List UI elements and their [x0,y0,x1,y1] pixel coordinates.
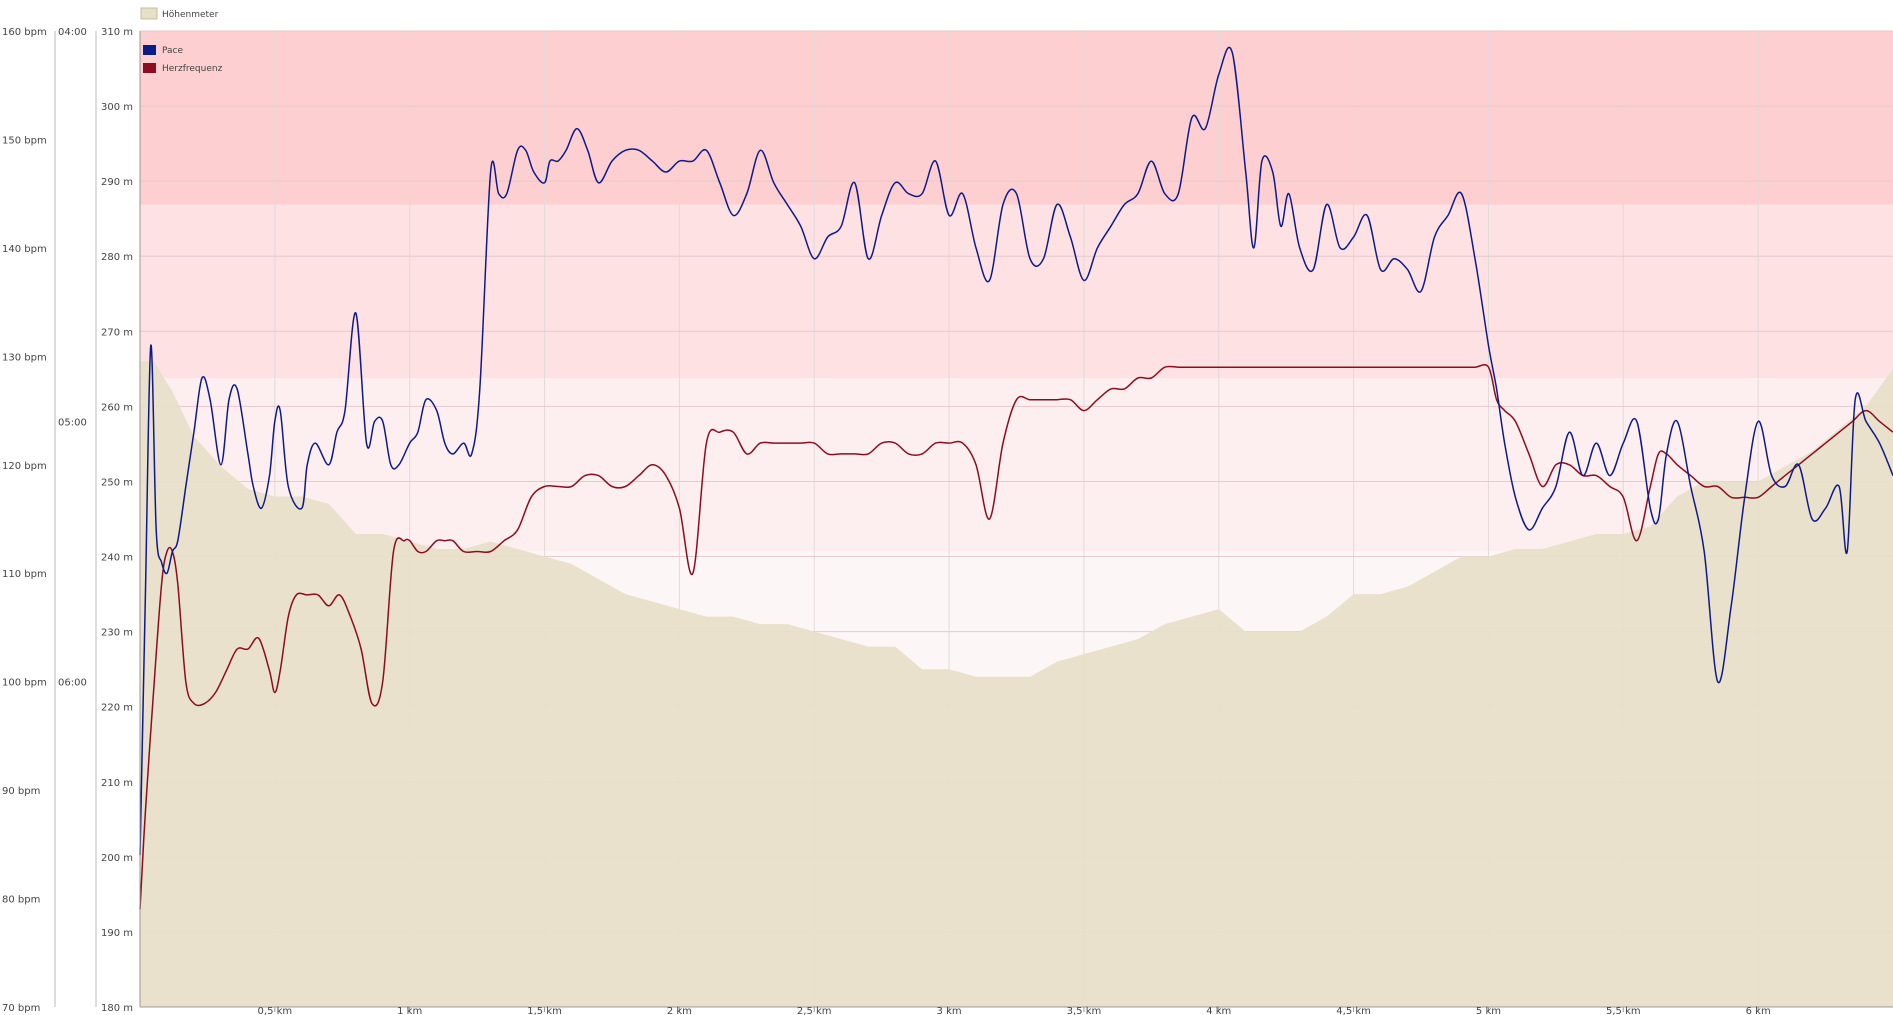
x-tick-label: 3,5 km [1067,1006,1102,1015]
pace-tick-label: 06:00 [58,678,87,689]
hr-zone-0 [140,31,1893,205]
elevation-tick-label: 280 m [101,252,133,263]
elevation-tick-label: 250 m [101,477,133,488]
top-legend[interactable]: Höhenmeter [140,7,219,20]
pace-line [139,46,1893,856]
elevation-tick-label: 220 m [101,703,133,714]
x-tick-label: 3 km [937,1006,962,1015]
pace-tick-label: 04:00 [58,27,87,38]
x-tick-label: 4,5 km [1336,1006,1371,1015]
legend-label-herzfrequenz: Herzfrequenz [162,64,223,74]
hr-tick-label: 100 bpm [2,678,47,689]
elevation-tick-label: 210 m [101,778,133,789]
legend-label-hoehenmeter: Höhenmeter [162,10,219,20]
inner-legend[interactable]: Pace Herzfrequenz [143,45,223,74]
x-tick-label: 4 km [1206,1006,1231,1015]
legend-swatch-hoehenmeter [140,7,158,20]
plot-area [139,30,1893,1008]
hr-tick-label: 120 bpm [2,461,47,472]
x-tick-label: 1,5 km [527,1006,562,1015]
legend-swatch-pace [143,45,156,55]
hr-tick-label: 140 bpm [2,244,47,255]
x-tick-label: 2,5 km [797,1006,832,1015]
legend-swatch-herzfrequenz [143,63,156,73]
elevation-area [140,361,1893,1007]
hr-tick-label: 80 bpm [2,895,40,906]
elevation-tick-label: 270 m [101,327,133,338]
elevation-tick-label: 180 m [101,1003,133,1014]
elevation-tick-label: 230 m [101,628,133,639]
pace-tick-label: 05:00 [58,417,87,428]
x-tick-label: 0,5 km [258,1006,293,1015]
elevation-tick-label: 300 m [101,102,133,113]
elevation-tick-label: 310 m [101,27,133,38]
x-tick-label: 5 km [1476,1006,1501,1015]
hr-tick-label: 150 bpm [2,135,47,146]
hr-tick-label: 110 bpm [2,569,47,580]
elevation-tick-label: 190 m [101,928,133,939]
elevation-tick-label: 240 m [101,553,133,564]
elevation-tick-label: 290 m [101,177,133,188]
x-tick-label: 2 km [667,1006,692,1015]
x-tick-label: 5,5 km [1606,1006,1641,1015]
x-tick-label: 1 km [397,1006,422,1015]
hr-tick-label: 90 bpm [2,786,40,797]
heart-rate-line [139,364,1893,910]
legend-label-pace: Pace [162,46,183,56]
hr-tick-label: 130 bpm [2,352,47,363]
hr-zone-2 [140,378,1893,552]
hr-zone-1 [140,204,1893,379]
elevation-tick-label: 260 m [101,402,133,413]
axes: 160 bpm 150 bpm 140 bpm 130 bpm 120 bpm 110 b… [2,27,1893,1015]
hr-tick-label: 70 bpm [2,1003,40,1014]
hr-tick-label: 160 bpm [2,27,47,38]
elevation-tick-label: 200 m [101,853,133,864]
x-tick-label: 6 km [1746,1006,1771,1015]
